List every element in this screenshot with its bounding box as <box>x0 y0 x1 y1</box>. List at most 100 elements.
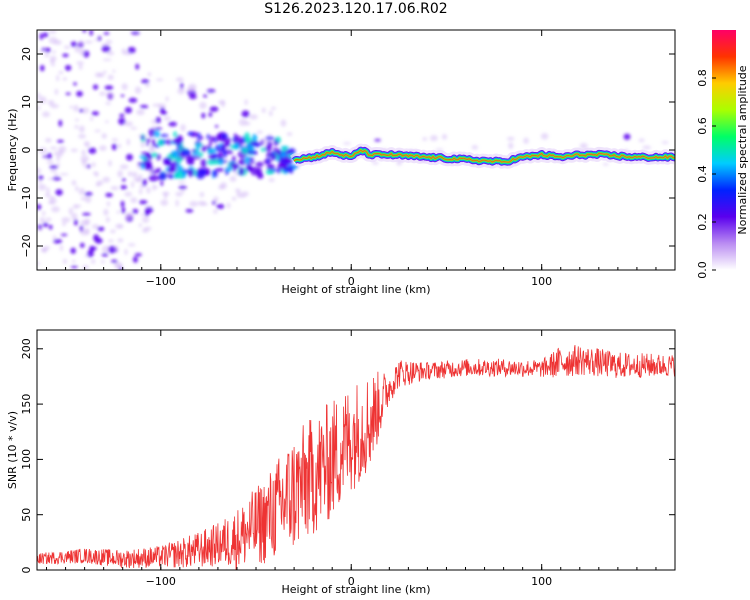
spectrogram-blob <box>47 200 55 205</box>
spectrogram-blob <box>99 91 106 96</box>
spectrogram-blob <box>136 109 145 116</box>
spectrogram-blob <box>70 247 76 254</box>
spectrogram-core-blob <box>247 150 258 155</box>
spectrogram-blob <box>42 111 50 118</box>
spectrogram-blob <box>178 185 187 190</box>
spectrogram-blob <box>140 213 145 217</box>
spectrogram-blob <box>186 86 196 93</box>
spectrogram-core-blob <box>238 167 245 176</box>
spectrogram-blob <box>104 85 114 90</box>
spectrogram-blob <box>44 53 50 58</box>
spectrogram-core-blob <box>178 144 183 151</box>
spectrogram-blob <box>50 168 57 173</box>
spectrogram-blob <box>37 183 47 191</box>
spectrogram-blob <box>214 125 219 128</box>
spectrogram-blob <box>146 186 151 194</box>
spectrogram-blob <box>117 238 124 243</box>
spectrogram-blob <box>185 208 194 213</box>
spectrogram-blob <box>153 186 159 189</box>
spectrogram-blob <box>105 39 113 44</box>
spectrogram-blob <box>175 77 184 82</box>
spectrogram-core-blob <box>234 142 240 150</box>
spectrogram-blob <box>127 243 136 247</box>
spectrogram-blob <box>163 191 168 200</box>
spectrogram-blob <box>48 37 58 44</box>
spectrogram-blob <box>523 137 529 144</box>
spectrogram-blob <box>78 48 86 56</box>
spectrogram-blob <box>80 228 89 236</box>
spectrogram-blob <box>46 187 50 194</box>
snr-frame <box>36 329 676 571</box>
spectrogram-core-blob <box>140 151 151 155</box>
spectrogram-blob <box>142 216 150 223</box>
spectrogram-core-blob <box>239 157 246 166</box>
spectrogram-core-blob <box>167 138 172 146</box>
spectrogram-blob <box>45 47 51 53</box>
colorbar: 0.0 0.2 0.4 0.6 0.8 Normalized spectral ampl… <box>696 30 749 279</box>
spectrogram-blob <box>68 207 74 215</box>
spectrogram-blob <box>218 184 225 190</box>
spectrogram-blob <box>73 219 78 226</box>
spectrogram-blob <box>119 164 129 170</box>
spectrogram-blob <box>213 209 218 214</box>
spectrogram-blob <box>107 74 114 80</box>
spectrogram-core-blob <box>146 153 152 159</box>
spectrogram-blob <box>106 201 111 207</box>
spectrogram-core-blob <box>163 157 172 166</box>
spectrogram-blob <box>78 134 87 139</box>
spectrogram-blob <box>101 259 105 264</box>
spectrogram-blob <box>120 185 128 190</box>
spectrogram-blob <box>238 118 248 126</box>
spectrogram-blob <box>42 210 46 216</box>
spectrogram-blob <box>49 165 58 169</box>
spectrogram-blob <box>105 192 113 198</box>
spectrogram-core-blob <box>168 165 177 173</box>
spectrogram-blob <box>145 207 154 214</box>
spectrogram-core-blob <box>140 163 145 170</box>
spectrogram-core-blob <box>266 141 273 149</box>
spectrogram-blob <box>117 170 123 178</box>
spectrogram-blob <box>91 162 96 168</box>
spectrogram-blob <box>118 117 126 125</box>
spectrogram-core-blob <box>232 155 236 163</box>
spectrogram-core-blob <box>221 137 232 144</box>
spectrogram-blob <box>39 64 45 72</box>
spectrogram-xtick-label: 100 <box>531 275 552 288</box>
spectrogram-core-blob <box>197 132 201 141</box>
spectrogram-blob <box>84 192 93 196</box>
spectrogram-core-blob <box>274 141 279 145</box>
spectrogram-blob <box>78 40 84 47</box>
spectrogram-blob <box>52 50 56 54</box>
spectrogram-blob <box>105 216 110 223</box>
spectrogram-core-blob <box>195 171 206 180</box>
spectrogram-blob <box>40 247 47 253</box>
spectrogram-core-blob <box>266 152 272 158</box>
spectrogram-blob <box>52 235 56 240</box>
spectrogram-core-blob <box>244 155 250 165</box>
spectrogram-core-blob <box>215 167 225 172</box>
spectrogram-blob <box>124 106 133 114</box>
spectrogram-core-blob <box>246 143 254 149</box>
spectrogram-blob <box>181 189 185 194</box>
spectrogram-xtick-label: −100 <box>146 275 176 288</box>
spectrogram-blob <box>189 200 199 207</box>
spectrogram-blob <box>268 110 273 117</box>
spectrogram-core-blob <box>198 152 204 157</box>
snr-ytick-label: 200 <box>20 338 33 359</box>
spectrogram-blob <box>280 119 287 127</box>
spectrogram-core-blob <box>174 172 181 179</box>
spectrogram-blob <box>56 139 64 143</box>
spectrogram-blob <box>47 152 52 160</box>
snr-panel: −100 0 100 0 50 100 150 200 Height of straight … <box>6 329 676 596</box>
spectrogram-core-blob <box>218 157 224 166</box>
snr-ytick-label: 50 <box>20 508 33 522</box>
spectrogram-blob <box>88 147 97 154</box>
spectrogram-blob <box>111 138 119 142</box>
spectrogram-blob <box>78 63 83 70</box>
snr-ytick-label: 100 <box>20 449 33 470</box>
spectrogram-blob <box>218 100 226 105</box>
spectrogram-blob <box>39 33 44 40</box>
spectrogram-blob <box>102 70 107 74</box>
